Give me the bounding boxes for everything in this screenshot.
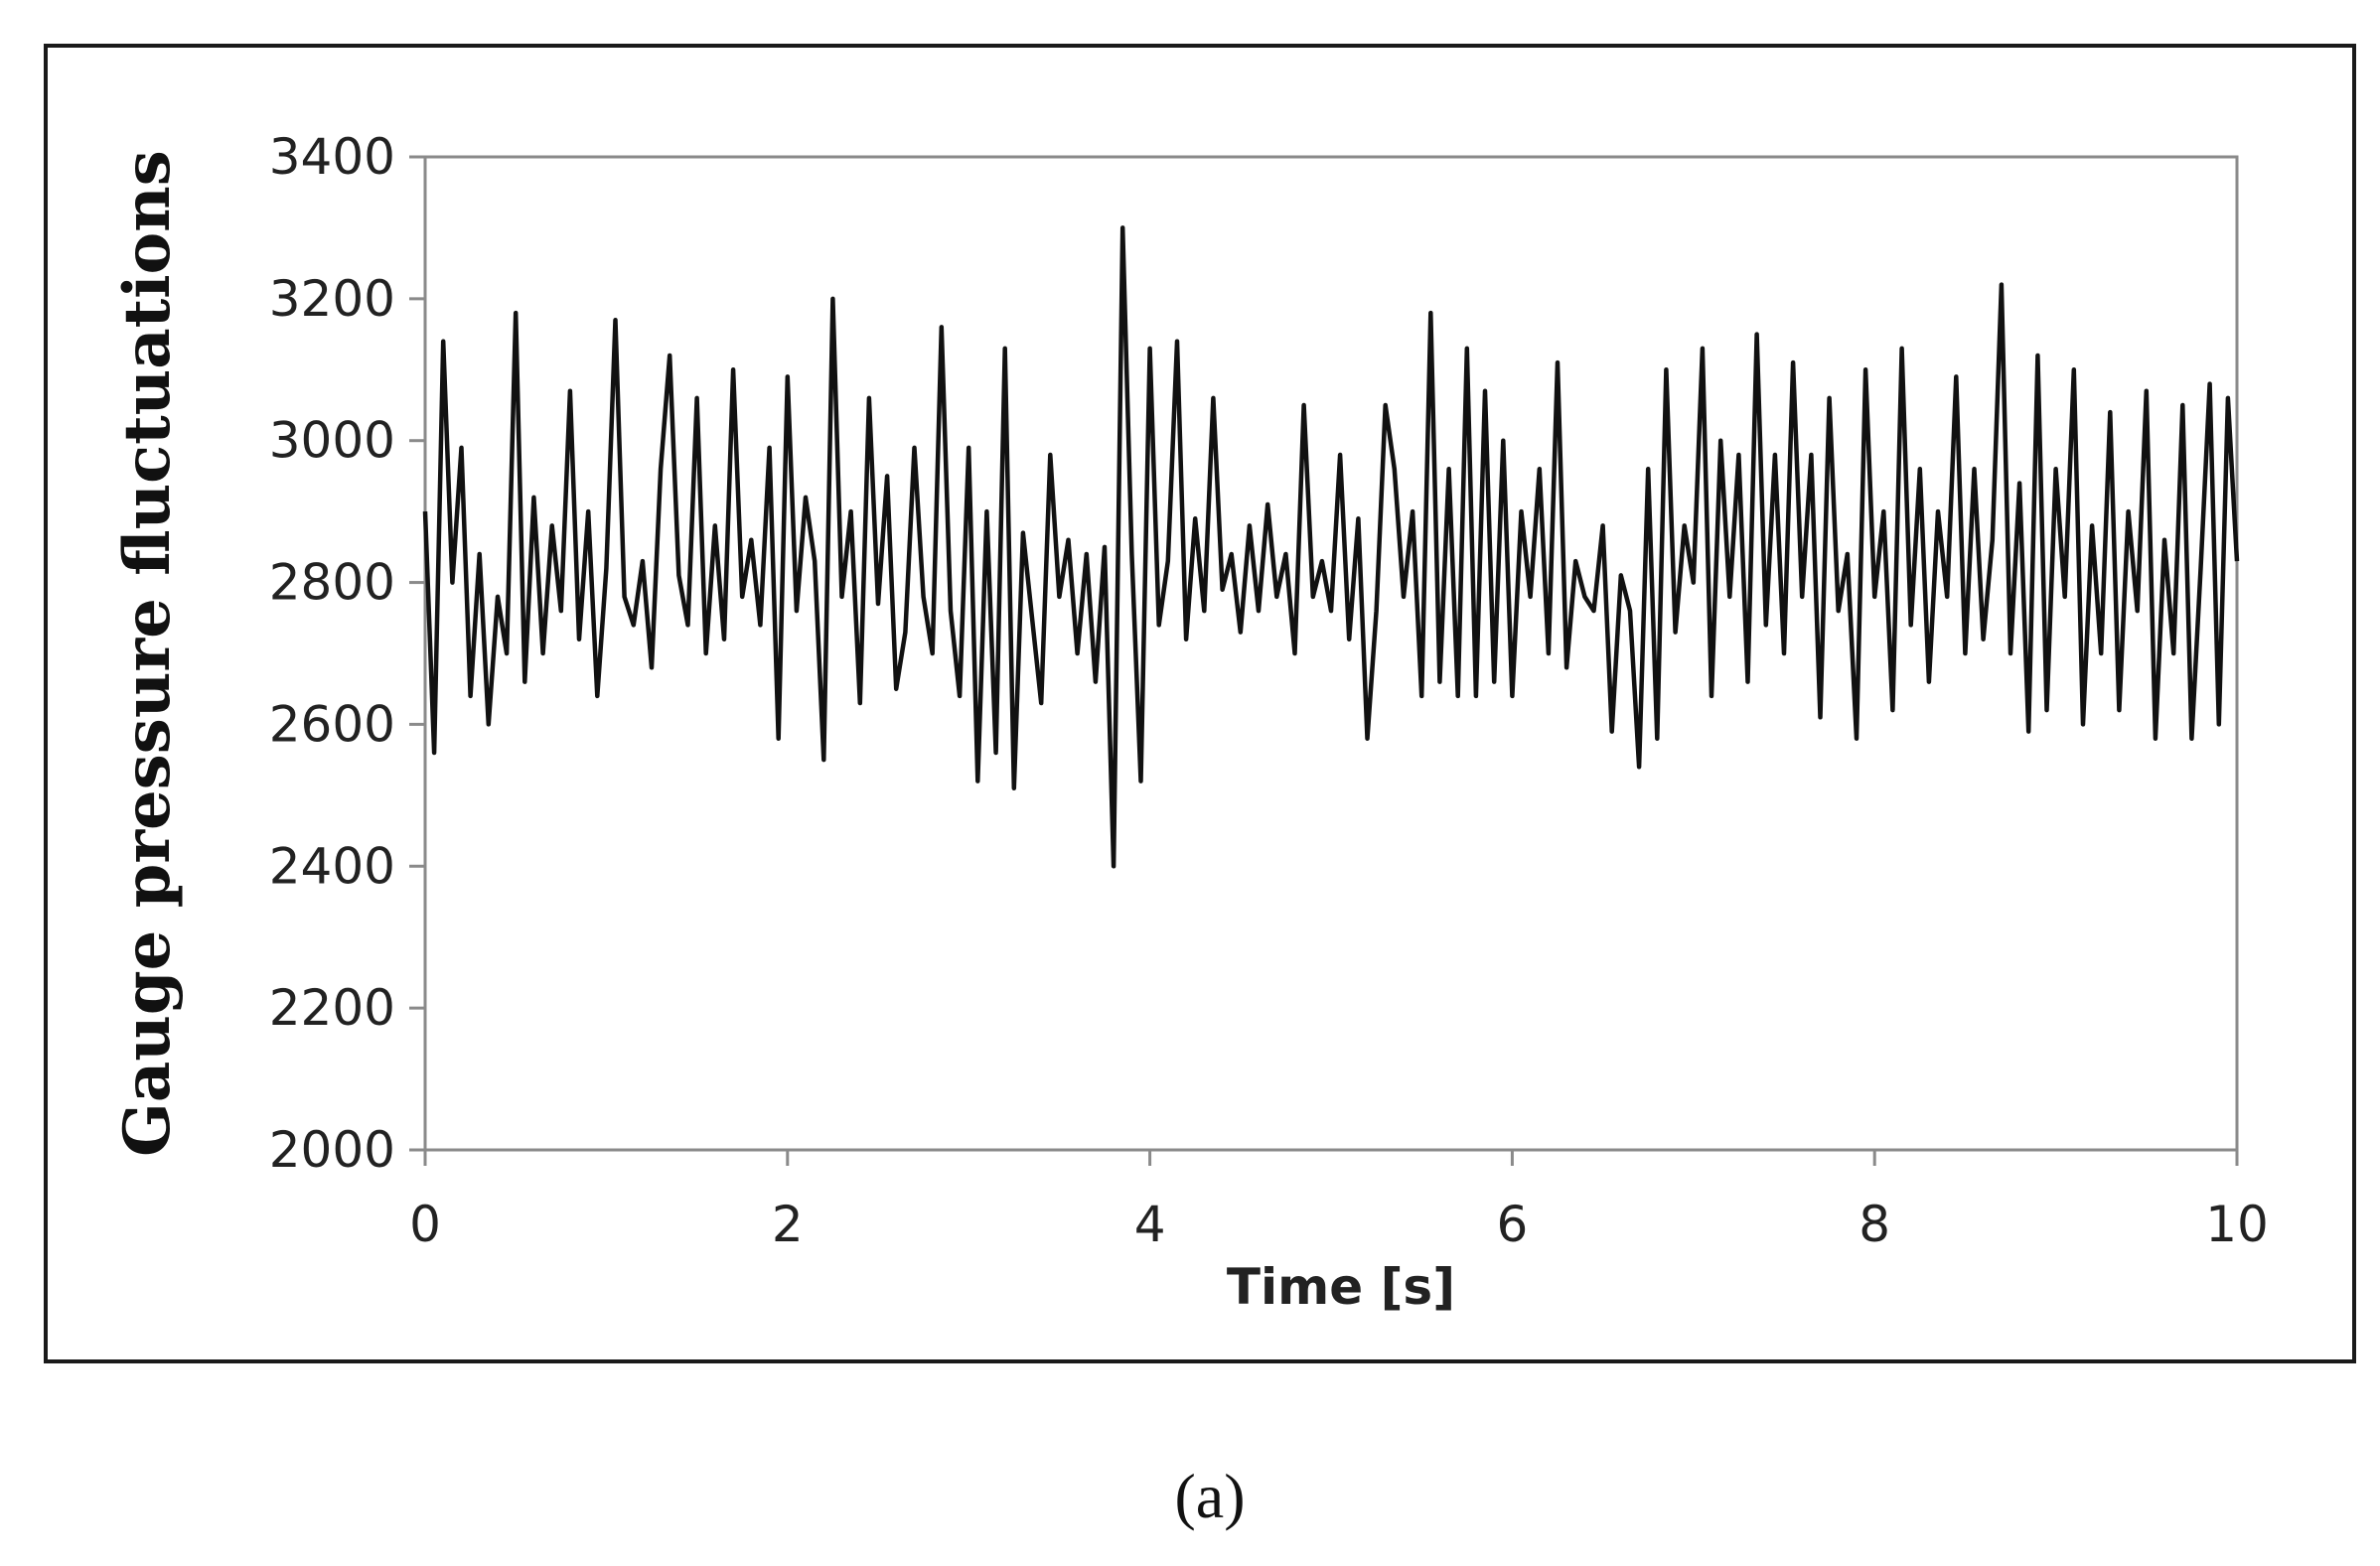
y-tick-label: 2600	[269, 695, 395, 753]
y-tick-label: 3000	[269, 412, 395, 470]
y-tick-label: 3200	[269, 270, 395, 328]
series-line	[422, 225, 2240, 869]
y-tick-label: 2400	[269, 837, 395, 895]
x-axis: 0 2 4 6 8 10	[409, 1150, 2269, 1253]
y-tick-label: 3400	[269, 128, 395, 186]
x-tick-label: 0	[409, 1196, 441, 1253]
y-tick-label: 2800	[269, 554, 395, 612]
y-axis-title: Gauge pressure fluctuations	[110, 150, 185, 1157]
plot-area	[423, 155, 2239, 1152]
x-tick-label: 10	[2205, 1196, 2269, 1253]
y-tick-label: 2000	[269, 1121, 395, 1179]
x-tick-label: 4	[1134, 1196, 1166, 1253]
series-layer	[422, 225, 2240, 869]
y-tick-label: 2200	[269, 979, 395, 1037]
x-tick-label: 6	[1496, 1196, 1528, 1253]
figure-caption: (a)	[1174, 1461, 1245, 1531]
x-tick-label: 8	[1859, 1196, 1890, 1253]
x-axis-title: Time [s]	[1227, 1258, 1455, 1316]
x-tick-label: 2	[772, 1196, 804, 1253]
y-axis: 2000 2200 2400 2600 2800 3000 3200 3400	[269, 128, 425, 1179]
